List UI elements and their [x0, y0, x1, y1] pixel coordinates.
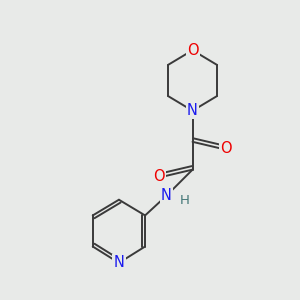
Text: O: O — [153, 169, 165, 184]
Text: O: O — [187, 43, 198, 58]
Text: H: H — [179, 194, 189, 207]
Text: O: O — [220, 141, 232, 156]
Text: N: N — [187, 103, 198, 118]
Text: N: N — [113, 255, 124, 270]
Text: N: N — [161, 188, 172, 203]
